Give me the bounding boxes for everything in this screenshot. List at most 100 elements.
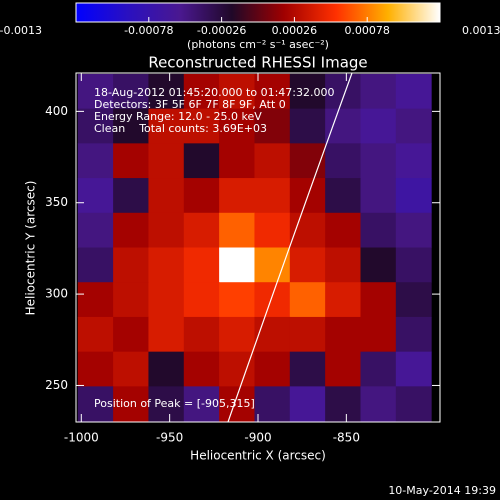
image-cell (219, 73, 255, 110)
image-cell (148, 108, 185, 144)
colorbar (75, 2, 441, 23)
image-cell (183, 282, 220, 318)
image-cell (395, 143, 432, 179)
image-cell (113, 386, 149, 422)
image-cell (219, 108, 255, 144)
colorbar-tick-label: -0.0013 (0, 24, 42, 37)
image-cell (219, 178, 255, 214)
image-cell (219, 212, 255, 248)
solar-limb (227, 73, 353, 422)
x-tick-label: -900 (244, 431, 271, 445)
image-cell (254, 351, 291, 387)
image-cell (113, 73, 149, 110)
image-cell (325, 143, 361, 179)
image-cell (254, 316, 291, 353)
image-cell (183, 178, 220, 214)
image-cell (183, 73, 220, 110)
image-cell (360, 143, 397, 179)
image-cell (148, 143, 185, 179)
image-cell (148, 351, 185, 387)
image-cell (183, 386, 220, 422)
annotation: Clean Total counts: 3.69E+03 (94, 122, 267, 135)
image-cell (325, 386, 361, 422)
annotation: Energy Range: 12.0 - 25.0 keV (94, 110, 262, 123)
colorbar-tick-label: 0.0013 (462, 24, 500, 37)
image-cell (77, 212, 114, 248)
y-tick-label: 350 (45, 195, 68, 209)
image-cell (219, 282, 255, 318)
chart-title: Reconstructed RHESSI Image (148, 54, 367, 72)
image-cell (360, 316, 397, 353)
x-tick-label: -850 (333, 431, 360, 445)
image-cell (183, 143, 220, 179)
image-cell (325, 282, 361, 318)
footer: 10-May-2014 19:39 (388, 484, 496, 497)
x-tick-label: -1000 (64, 431, 99, 445)
image-cell (77, 247, 114, 283)
image-cell (77, 351, 114, 387)
image-cell (395, 73, 432, 110)
image-cell (113, 178, 149, 214)
image-cell (77, 73, 114, 110)
image-cell (148, 316, 185, 353)
y-tick-label: 400 (45, 104, 68, 118)
image-cell (113, 212, 149, 248)
image-cell (395, 247, 432, 283)
image-cell (254, 143, 291, 179)
image-cell (219, 143, 255, 179)
image-cell (395, 316, 432, 353)
image-cell (395, 351, 432, 387)
image-cell (360, 386, 397, 422)
image-cell (183, 108, 220, 144)
image-cell (77, 178, 114, 214)
image-cell (113, 282, 149, 318)
x-axis-label: Heliocentric X (arcsec) (190, 449, 326, 463)
image-cell (325, 247, 361, 283)
image-cell (325, 351, 361, 387)
image-cell (254, 212, 291, 248)
image-cell (254, 178, 291, 214)
image-cell (148, 247, 185, 283)
image-cell (148, 386, 185, 422)
image-cell (289, 386, 326, 422)
image-cell (395, 178, 432, 214)
image-cell (395, 108, 432, 144)
image-cell (360, 178, 397, 214)
image-cell (360, 73, 397, 110)
image-cell (219, 386, 255, 422)
image-cell (113, 143, 149, 179)
image-cell (360, 282, 397, 318)
image-cell (183, 351, 220, 387)
y-tick-label: 250 (45, 378, 68, 392)
image-cell (360, 108, 397, 144)
image-cell (183, 247, 220, 283)
image-cell (254, 73, 291, 110)
image-cell (360, 247, 397, 283)
image-cell (325, 73, 361, 110)
image-cell (254, 386, 291, 422)
image-cell (113, 351, 149, 387)
image-cell (77, 386, 114, 422)
y-axis-label: Heliocentric Y (arcsec) (24, 181, 38, 316)
x-tick-label: -950 (156, 431, 183, 445)
annotation: 18-Aug-2012 01:45:20.000 to 01:47:32.000 (94, 86, 335, 99)
image-cell (148, 282, 185, 318)
image-cell (289, 143, 326, 179)
image-cell (113, 108, 149, 144)
image-cell (254, 247, 291, 283)
image-cell (183, 212, 220, 248)
image-cell (148, 178, 185, 214)
image-cell (148, 212, 185, 248)
image-cell (183, 316, 220, 353)
image-cell (395, 212, 432, 248)
image-cell (77, 316, 114, 353)
image-cell (289, 316, 326, 353)
colorbar-tick-label: 0.00026 (272, 24, 318, 37)
image-cell (395, 386, 432, 422)
image-cell (113, 316, 149, 353)
image-cell (395, 282, 432, 318)
colorbar-label: (photons cm⁻² s⁻¹ asec⁻²) (187, 38, 329, 51)
image (77, 73, 432, 422)
